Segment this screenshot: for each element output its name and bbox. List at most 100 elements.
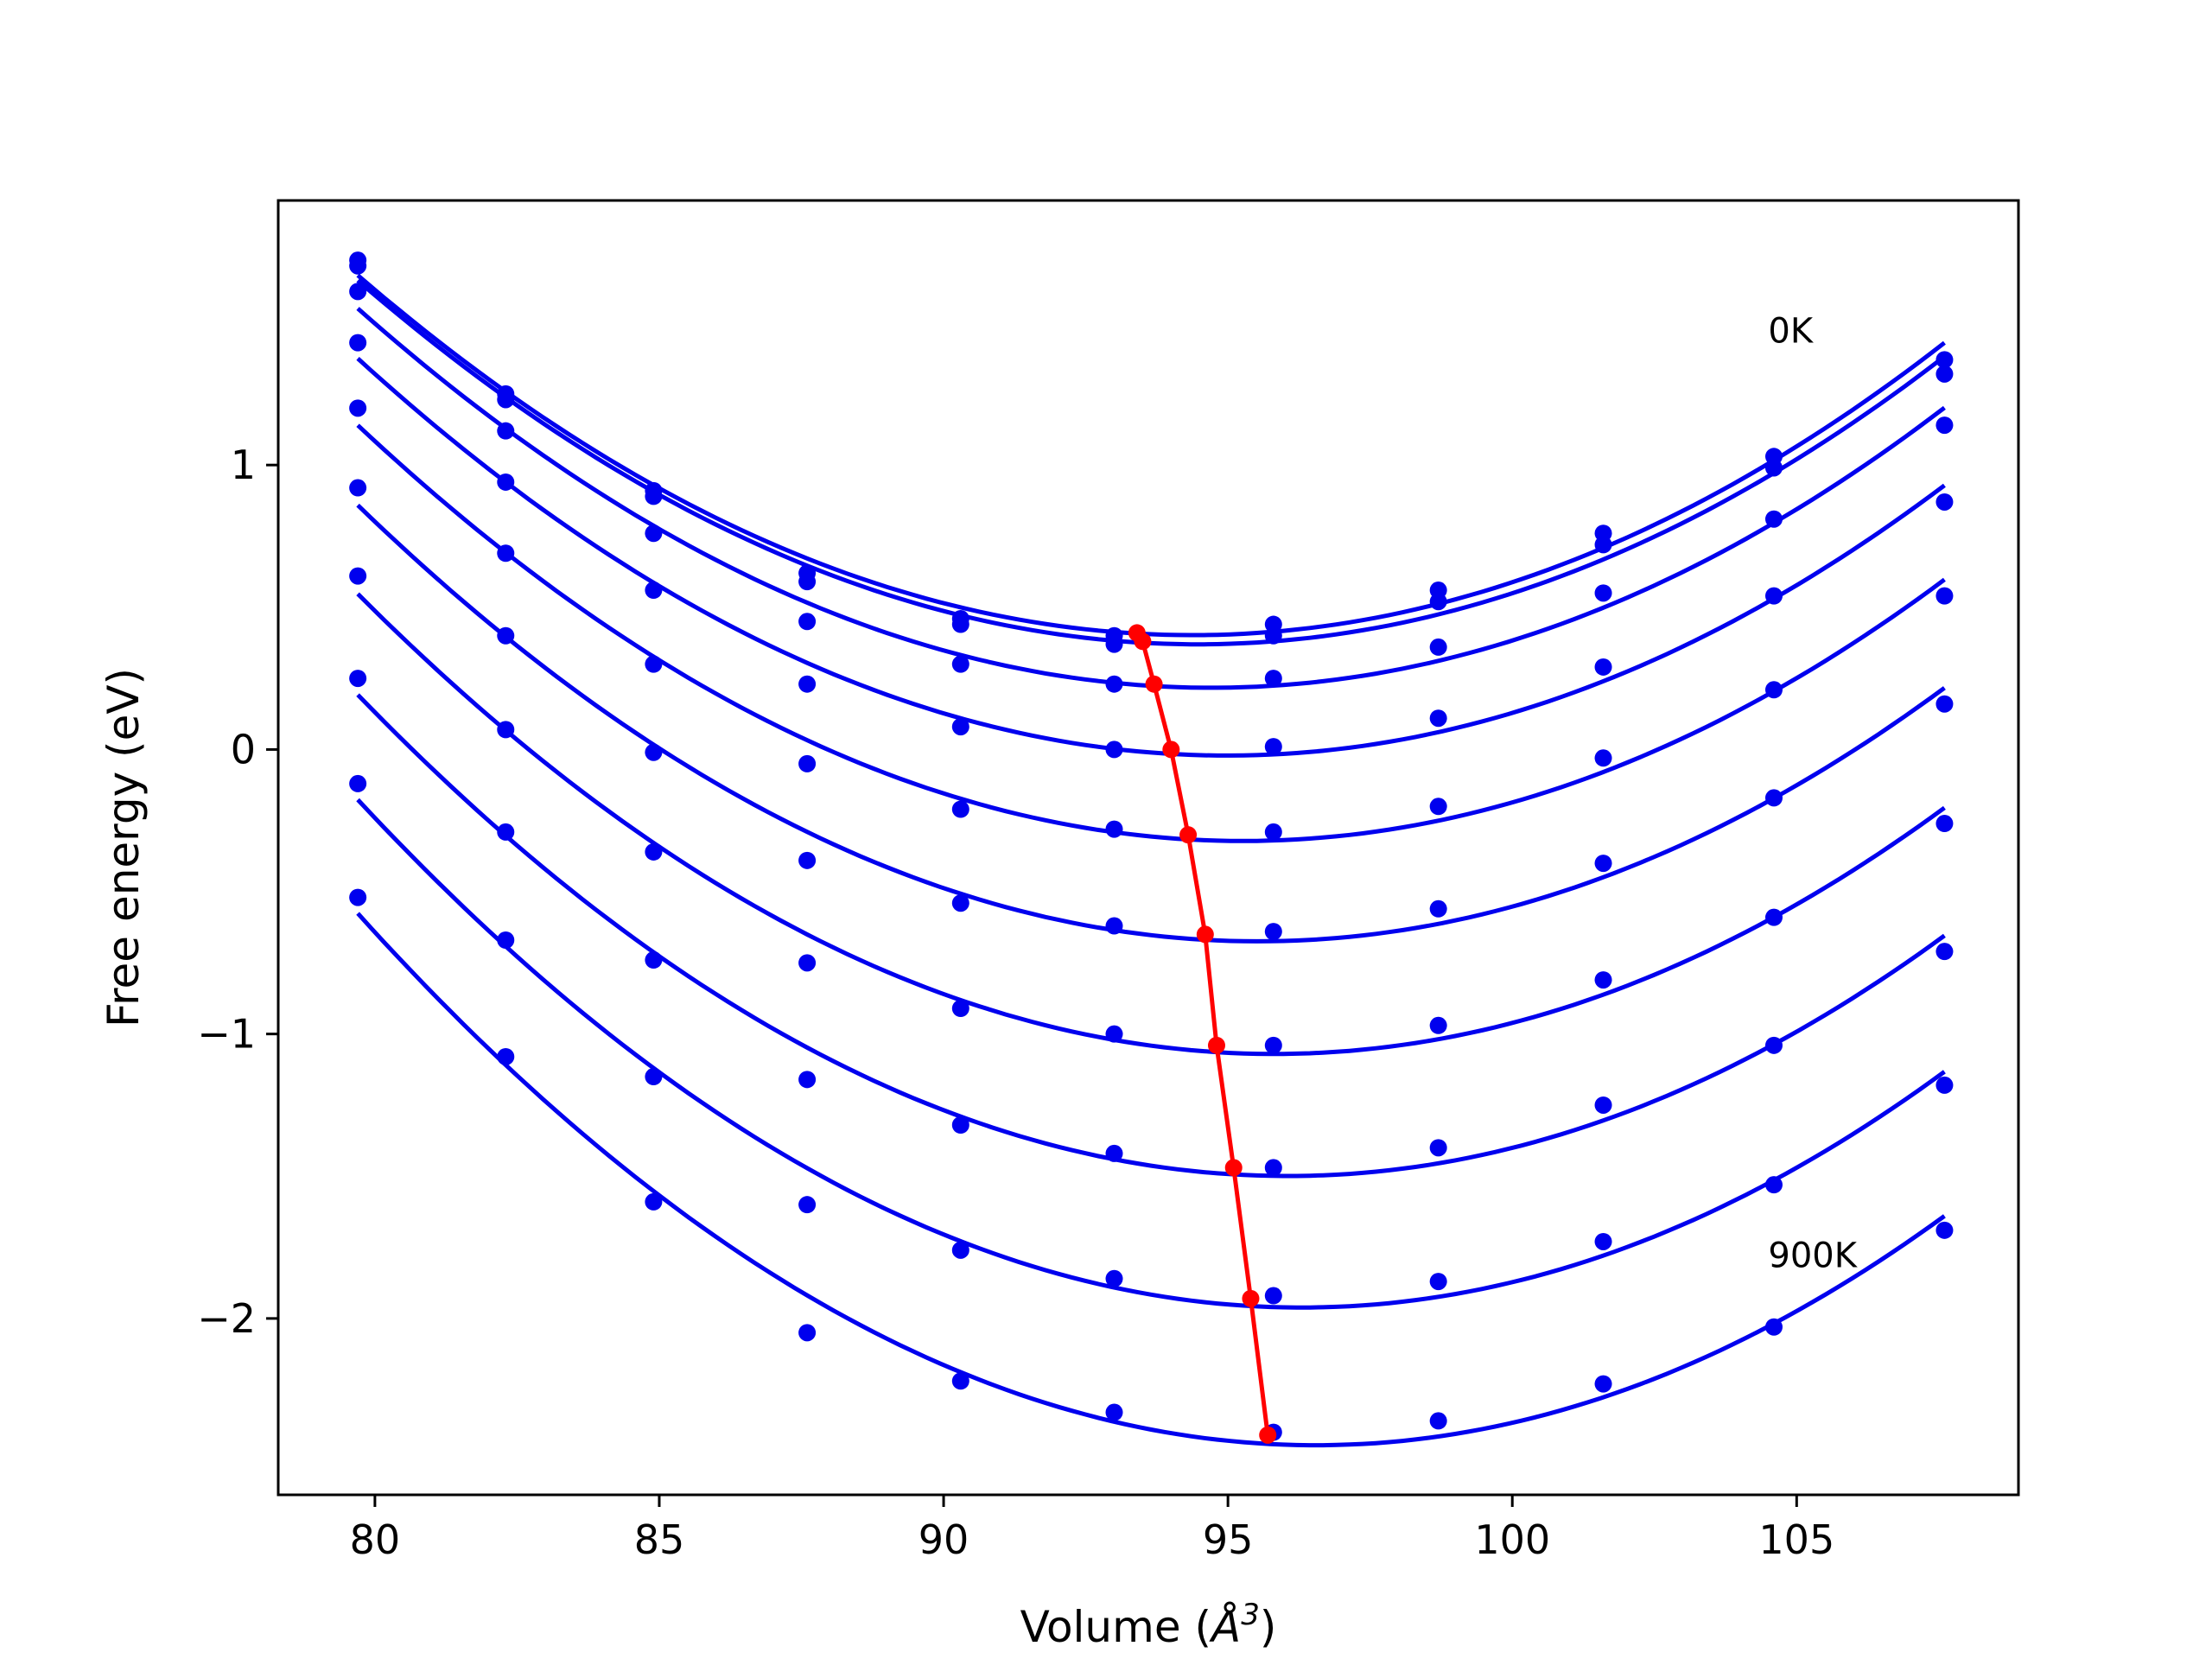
data-point-3-9	[1764, 587, 1783, 605]
data-point-8-3	[798, 1196, 817, 1214]
annotation-0: 0K	[1768, 312, 1814, 352]
data-point-5-3	[798, 851, 817, 869]
data-point-8-1	[497, 931, 515, 949]
data-point-2-5	[1105, 675, 1123, 693]
data-point-4-8	[1594, 749, 1612, 767]
x-tick-label-95: 95	[1203, 1516, 1254, 1563]
data-point-6-0	[349, 567, 367, 585]
y-axis-ticks: −2 −1 0 1	[197, 442, 278, 1342]
data-point-8-5	[1105, 1269, 1123, 1287]
data-point-1-4	[951, 615, 969, 633]
data-point-6-1	[497, 721, 515, 739]
data-point-6-9	[1764, 908, 1783, 926]
data-point-3-2	[645, 582, 663, 600]
data-point-4-6	[1264, 823, 1282, 841]
data-point-6-4	[951, 1000, 969, 1018]
fit-curve-5	[356, 503, 1946, 944]
x-tick-label-85: 85	[634, 1516, 685, 1563]
data-point-4-10	[1936, 587, 1954, 605]
minimum-point-3	[1162, 741, 1180, 759]
fit-curve-6	[356, 592, 1946, 1057]
minimum-point-1	[1134, 632, 1152, 651]
data-point-3-1	[497, 473, 515, 491]
fit-curve-9	[356, 912, 1946, 1448]
x-tick-label-90: 90	[918, 1516, 969, 1563]
data-point-5-10	[1936, 695, 1954, 713]
minimum-line	[1128, 624, 1277, 1444]
y-axis-label: Free energy (eV)	[99, 668, 149, 1027]
data-point-3-4	[951, 718, 969, 736]
data-point-8-10	[1936, 1076, 1954, 1094]
data-point-4-4	[951, 800, 969, 818]
data-point-7-9	[1764, 1036, 1783, 1054]
fit-curve-7	[356, 693, 1946, 1179]
minimum-point-9	[1259, 1426, 1277, 1444]
data-point-8-7	[1429, 1273, 1447, 1291]
data-point-4-2	[645, 655, 663, 673]
data-point-1-2	[645, 487, 663, 505]
data-point-2-9	[1764, 510, 1783, 528]
data-point-8-6	[1264, 1287, 1282, 1305]
data-point-1-3	[798, 573, 817, 591]
data-point-9-10	[1936, 1221, 1954, 1239]
data-point-4-1	[497, 544, 515, 563]
data-point-6-5	[1105, 1025, 1123, 1043]
data-point-3-6	[1264, 738, 1282, 756]
y-tick-label--2: −2	[197, 1295, 256, 1342]
data-point-6-10	[1936, 815, 1954, 833]
data-point-1-5	[1105, 635, 1123, 653]
fit-curve-1	[356, 278, 1946, 647]
fit-curve-8	[356, 798, 1946, 1310]
data-point-2-4	[951, 655, 969, 673]
plot-frame	[276, 199, 2020, 1497]
data-point-8-0	[349, 774, 367, 792]
data-point-6-6	[1264, 1036, 1282, 1054]
data-point-9-7	[1429, 1412, 1447, 1430]
minimum-point-8	[1242, 1289, 1260, 1307]
data-point-5-7	[1429, 899, 1447, 918]
y-tick-label-0: 0	[231, 726, 256, 772]
data-point-8-9	[1764, 1176, 1783, 1194]
data-point-1-7	[1429, 593, 1447, 611]
data-point-1-6	[1264, 626, 1282, 645]
data-point-2-0	[349, 283, 367, 301]
data-point-2-1	[497, 422, 515, 440]
data-point-7-10	[1936, 943, 1954, 961]
fit-curve-0	[356, 273, 1946, 638]
y-tick-label--1: −1	[197, 1011, 256, 1058]
data-point-9-2	[645, 1192, 663, 1211]
data-point-4-0	[349, 399, 367, 417]
x-tick-label-100: 100	[1474, 1516, 1550, 1563]
y-tick-label-1: 1	[231, 442, 256, 488]
data-point-5-5	[1105, 917, 1123, 935]
data-point-9-1	[497, 1047, 515, 1065]
data-point-4-9	[1764, 681, 1783, 699]
data-point-6-8	[1594, 971, 1612, 989]
data-point-4-5	[1105, 820, 1123, 838]
minimum-path	[1135, 632, 1270, 1436]
data-point-0-10	[1936, 351, 1954, 369]
data-point-7-4	[951, 1116, 969, 1134]
data-point-1-1	[497, 391, 515, 409]
data-point-1-0	[349, 257, 367, 275]
x-axis-label-unit: Å	[1209, 1602, 1241, 1652]
data-point-2-2	[645, 524, 663, 543]
data-point-2-6	[1264, 670, 1282, 688]
fit-curve-3	[356, 357, 1946, 758]
data-point-1-9	[1764, 459, 1783, 477]
data-point-7-1	[497, 823, 515, 841]
data-point-3-0	[349, 334, 367, 352]
data-point-9-0	[349, 888, 367, 906]
x-axis-label: Volume (Å3)	[1020, 1598, 1277, 1652]
minimum-point-4	[1179, 826, 1198, 844]
x-tick-label-105: 105	[1758, 1516, 1834, 1563]
data-point-7-6	[1264, 1159, 1282, 1177]
data-point-3-8	[1594, 658, 1612, 676]
minimum-point-2	[1145, 675, 1163, 693]
data-point-3-7	[1429, 709, 1447, 728]
data-point-2-10	[1936, 416, 1954, 435]
data-point-2-8	[1594, 584, 1612, 602]
data-point-8-4	[951, 1241, 969, 1259]
data-point-6-3	[798, 954, 817, 972]
minimum-point-5	[1196, 925, 1214, 944]
